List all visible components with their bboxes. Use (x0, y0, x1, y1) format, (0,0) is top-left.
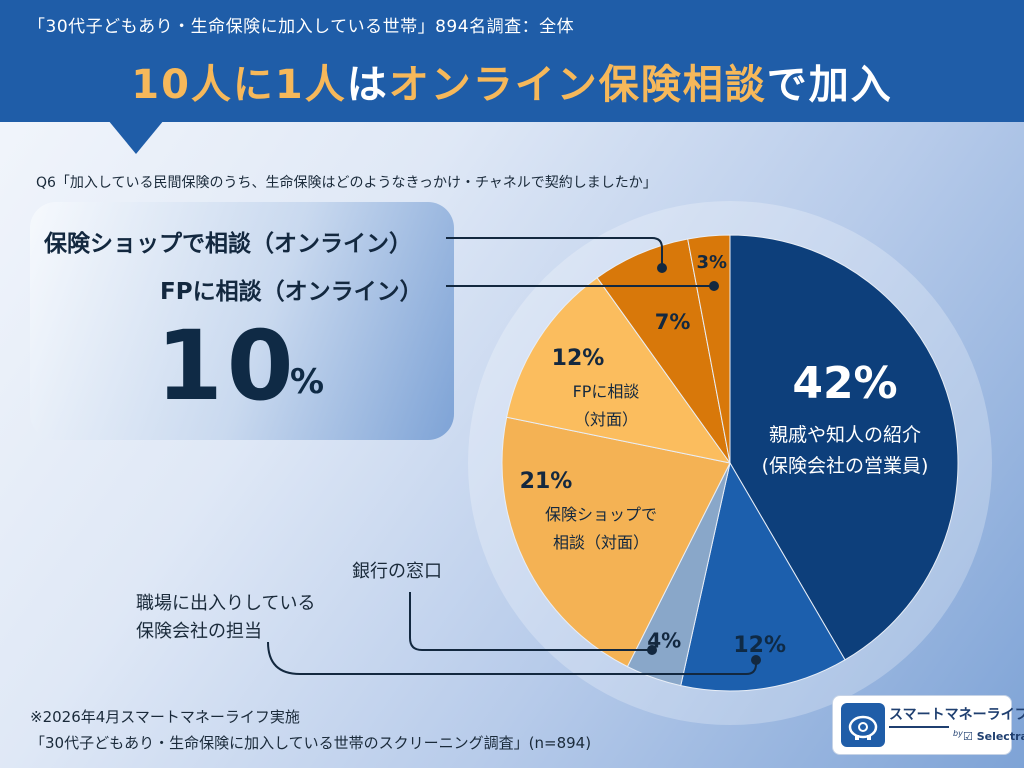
logo-by: by (953, 729, 963, 738)
title-part-2: は (346, 62, 389, 108)
pie-slice-fp_online (687, 234, 731, 464)
leader-dot-bank (647, 645, 657, 655)
piggy-bank-icon (841, 703, 885, 747)
pie-value-label-shop_face: 21% (520, 469, 573, 494)
pie-value-label-relatives: 42% (792, 358, 897, 409)
survey-subtitle: 「30代子どもあり・生命保険に加入している世帯」894名調査：全体 (28, 17, 575, 37)
header-banner (0, 0, 1024, 122)
leader-dot-shop-online (657, 263, 667, 273)
pie-value-label-shop_online: 7% (655, 310, 691, 334)
pie-slice-relatives (729, 234, 959, 661)
pie-text-label-shop_face-2: 相談（対面） (553, 533, 649, 552)
footer-line-1: ※2026年4月スマートマネーライフ実施 (30, 708, 300, 726)
pie-value-label-fp_face: 12% (552, 346, 605, 371)
leader-dot-fp-online (709, 281, 719, 291)
logo-divider (889, 726, 949, 728)
bank-label: 銀行の窓口 (352, 561, 442, 582)
pie-slice-workplace (680, 461, 846, 692)
leader-line-shop-online (446, 237, 663, 268)
title-part-4: で加入 (766, 62, 893, 108)
title-part-1: 10人に1人 (131, 62, 347, 108)
workplace-label-line2: 保険会社の担当 (136, 621, 262, 642)
header-pointer (108, 120, 164, 154)
callout-big-value: 10 (156, 310, 298, 422)
title-part-3: オンライン保険相談 (388, 62, 767, 108)
leader-line-workplace (267, 641, 757, 675)
brand-logo: スマートマネーライフ by ☑ Selectra (832, 695, 1024, 755)
callout-big-unit: % (290, 362, 325, 402)
pie-text-label-fp_face-1: FPに相談 (573, 382, 640, 401)
footer-note: ※2026年4月スマートマネーライフ実施 「30代子どもあり・生命保険に加入して… (30, 704, 591, 756)
pie-text-label-relatives-2: (保険会社の営業員) (762, 455, 929, 477)
workplace-label-line1: 職場に出入りしている (136, 593, 316, 614)
leader-line-bank (409, 592, 652, 651)
callout-label-fp-online: FPに相談（オンライン） (160, 279, 423, 305)
pie-text-label-fp_face-2: （対面） (574, 410, 638, 429)
online-callout-box (30, 202, 454, 440)
callout-label-shop-online: 保険ショップで相談（オンライン） (44, 231, 412, 257)
pie-text-label-relatives-1: 親戚や知人の紹介 (769, 424, 921, 446)
question-text: Q6「加入している民間保険のうち、生命保険はどのようなきっかけ・チャネルで契約し… (36, 175, 657, 191)
logo-name: スマートマネーライフ (889, 707, 1024, 723)
pie-text-label-shop_face-1: 保険ショップで (545, 505, 657, 524)
footer-line-2: 「30代子どもあり・生命保険に加入している世帯のスクリーニング調査」(n=894… (30, 734, 592, 752)
pie-value-label-workplace: 12% (733, 633, 786, 658)
logo-brand: ☑ Selectra (963, 730, 1024, 743)
pie-value-label-fp_online: 3% (696, 252, 727, 273)
leader-dot-workplace (751, 655, 761, 665)
page-title: 10人に1人はオンライン保険相談で加入 (0, 52, 1024, 110)
